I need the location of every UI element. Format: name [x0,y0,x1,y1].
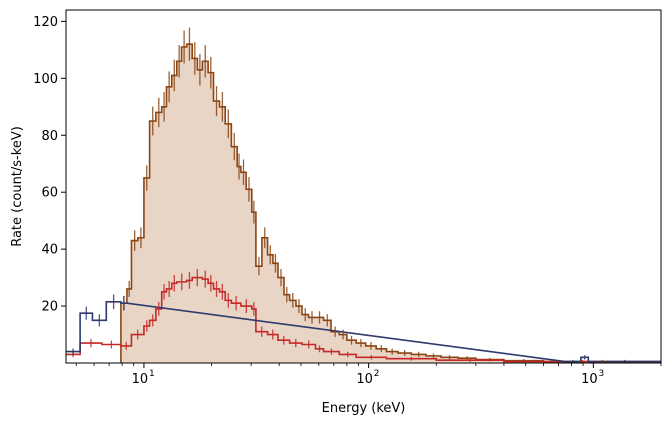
x-tick-label: 10 [581,372,598,387]
y-tick-label: 120 [33,15,58,30]
x-tick-exponent: 3 [598,369,604,379]
filled-area-layer [120,44,662,363]
y-axis-label: Rate (count/s-keV) [10,126,25,247]
error-bars-layer [72,27,626,363]
x-tick-exponent: 1 [149,369,155,379]
series-0-area [120,44,662,363]
y-tick-label: 40 [41,243,58,258]
plot-frame [65,9,662,364]
series-0-line [120,43,661,363]
y-tick-label: 80 [41,129,58,144]
y-tick-label: 20 [41,300,58,315]
x-tick-label: 10 [356,372,373,387]
x-tick-exponent: 2 [374,369,380,379]
series-1-line [66,276,661,363]
y-tick-label: 100 [33,72,58,87]
y-axis-ticks: 20 40 60 80 100 120 [33,15,66,315]
x-axis-ticks: 10 1 10 2 10 3 [75,363,662,387]
x-axis-label: Energy (keV) [322,401,406,416]
x-tick-label: 10 [132,372,149,387]
y-tick-label: 60 [41,186,58,201]
